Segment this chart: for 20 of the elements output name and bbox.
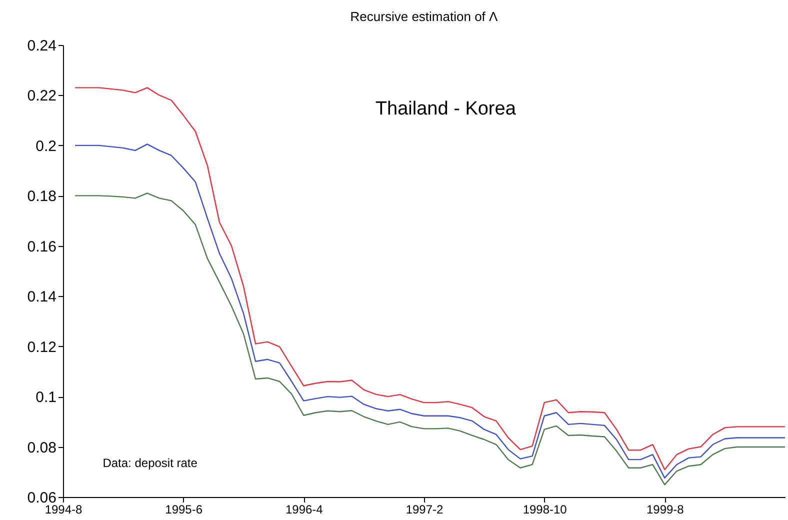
y-tick-label: 0.14 [27,288,56,306]
y-tick-label: 0.12 [27,338,56,356]
x-tick-label: 1997-2 [406,502,444,516]
x-tick-label: 1996-4 [285,502,324,516]
y-tick-label: 0.16 [27,238,56,256]
annotation: Data: deposit rate [102,456,198,470]
y-tick-label: 0.18 [27,188,56,206]
y-tick-label: 0.2 [36,138,56,155]
annotation: Thailand - Korea [375,98,516,120]
chart-title: Recursive estimation of Λ [350,9,498,24]
y-tick-label: 0.1 [36,389,56,406]
line-series [74,192,786,486]
y-tick-label: 0.22 [27,88,56,105]
y-tick-label: 0.24 [27,38,56,54]
line-series [74,87,786,470]
x-tick-label: 1995-6 [165,502,203,516]
x-tick-label: 1998-10 [522,502,568,516]
x-tick-label: 1999-8 [646,502,684,516]
y-tick-label: 0.08 [27,439,56,456]
line-series [74,144,786,479]
